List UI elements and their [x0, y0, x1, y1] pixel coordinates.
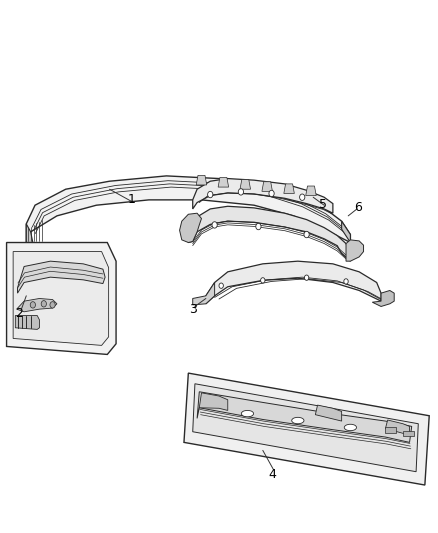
Polygon shape: [193, 179, 333, 213]
Polygon shape: [306, 186, 316, 196]
Text: 6: 6: [354, 201, 362, 214]
Bar: [385, 427, 396, 433]
Circle shape: [304, 275, 309, 280]
Polygon shape: [196, 175, 207, 185]
Circle shape: [41, 301, 46, 307]
Polygon shape: [240, 180, 251, 189]
Polygon shape: [184, 373, 429, 485]
Circle shape: [269, 190, 274, 197]
Ellipse shape: [241, 410, 254, 417]
Polygon shape: [315, 405, 342, 421]
Polygon shape: [342, 221, 350, 243]
Polygon shape: [193, 384, 418, 472]
Polygon shape: [206, 261, 381, 304]
Polygon shape: [18, 261, 105, 293]
Polygon shape: [199, 393, 228, 410]
Circle shape: [208, 191, 213, 198]
Polygon shape: [284, 184, 294, 193]
Polygon shape: [7, 243, 116, 354]
Circle shape: [256, 223, 261, 230]
Polygon shape: [17, 298, 57, 312]
Circle shape: [50, 302, 55, 308]
Circle shape: [212, 222, 217, 228]
Polygon shape: [26, 176, 350, 243]
Circle shape: [30, 302, 35, 308]
Polygon shape: [15, 316, 39, 329]
Polygon shape: [372, 290, 394, 306]
Polygon shape: [26, 224, 33, 243]
Circle shape: [238, 189, 244, 195]
Polygon shape: [385, 420, 410, 435]
Polygon shape: [197, 392, 412, 442]
Polygon shape: [218, 177, 229, 187]
Text: 5: 5: [319, 198, 327, 211]
Text: 3: 3: [189, 303, 197, 316]
Polygon shape: [346, 240, 364, 261]
Polygon shape: [188, 206, 350, 261]
Polygon shape: [193, 282, 215, 305]
Circle shape: [304, 231, 309, 238]
Circle shape: [344, 279, 348, 284]
Circle shape: [300, 194, 305, 200]
Polygon shape: [262, 182, 272, 191]
Bar: [403, 431, 414, 436]
Polygon shape: [13, 252, 109, 345]
Circle shape: [219, 283, 223, 288]
Text: 4: 4: [268, 468, 276, 481]
Polygon shape: [180, 213, 201, 243]
Text: 1: 1: [127, 193, 135, 206]
Ellipse shape: [292, 417, 304, 424]
Circle shape: [261, 278, 265, 283]
Text: 2: 2: [15, 307, 23, 320]
Ellipse shape: [344, 424, 357, 431]
